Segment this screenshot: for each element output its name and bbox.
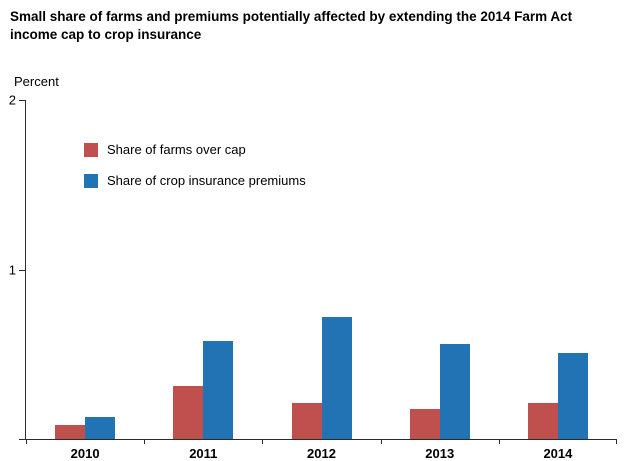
y-tick-mark-0 <box>19 439 25 440</box>
bar-groups <box>26 100 617 439</box>
bar-group-2014 <box>499 100 617 439</box>
x-tick-mark-5 <box>616 439 617 444</box>
bar-2013-series-0 <box>409 408 440 439</box>
legend-swatch-0 <box>84 142 98 157</box>
bar-2010-series-0 <box>55 425 86 439</box>
x-axis-label-2011: 2011 <box>189 446 218 461</box>
bar-2012-series-0 <box>291 403 322 439</box>
bar-group-2011 <box>144 100 262 439</box>
plot-area: 2010 2011 2012 2013 2014 1 2 Share of farms o… <box>9 93 617 461</box>
bar-group-2012 <box>262 100 380 439</box>
x-tick-mark-2 <box>262 439 264 444</box>
legend: Share of farms over cap Share of crop ins… <box>84 142 306 204</box>
y-tick-label-2: 2 <box>8 92 16 108</box>
chart-title: Small share of farms and premiums potent… <box>10 9 573 42</box>
x-tick-mark-1 <box>144 439 146 444</box>
legend-swatch-1 <box>84 173 98 188</box>
bar-2011-series-0 <box>173 386 204 439</box>
y-tick-mark-2 <box>19 100 25 101</box>
bar-2014-series-1 <box>557 352 588 439</box>
x-axis-labels: 2010 2011 2012 2013 2014 <box>26 439 617 461</box>
y-tick-mark-1 <box>19 269 25 271</box>
x-tick-mark-0 <box>26 439 27 444</box>
x-axis-label-2014: 2014 <box>543 446 573 461</box>
x-axis-label-2012: 2012 <box>307 446 336 461</box>
bar-2013-series-1 <box>439 344 470 439</box>
bar-2011-series-1 <box>203 340 234 439</box>
legend-item-1: Share of crop insurance premiums <box>84 173 306 188</box>
x-axis-label-2013: 2013 <box>425 446 455 461</box>
y-tick-label-1: 1 <box>8 262 16 277</box>
y-axis-title: Percent <box>14 74 59 89</box>
bar-2014-series-0 <box>527 403 558 439</box>
x-tick-mark-4 <box>498 439 500 444</box>
bar-2010-series-1 <box>85 416 116 439</box>
bar-group-2010 <box>26 100 144 439</box>
legend-label-0: Share of farms over cap <box>107 142 246 157</box>
legend-item-0: Share of farms over cap <box>84 142 306 157</box>
x-axis-label-2010: 2010 <box>70 446 100 461</box>
bar-group-2013 <box>381 100 499 439</box>
legend-label-1: Share of crop insurance premiums <box>107 173 306 188</box>
bar-2012-series-1 <box>321 316 352 439</box>
x-tick-mark-3 <box>380 439 382 444</box>
